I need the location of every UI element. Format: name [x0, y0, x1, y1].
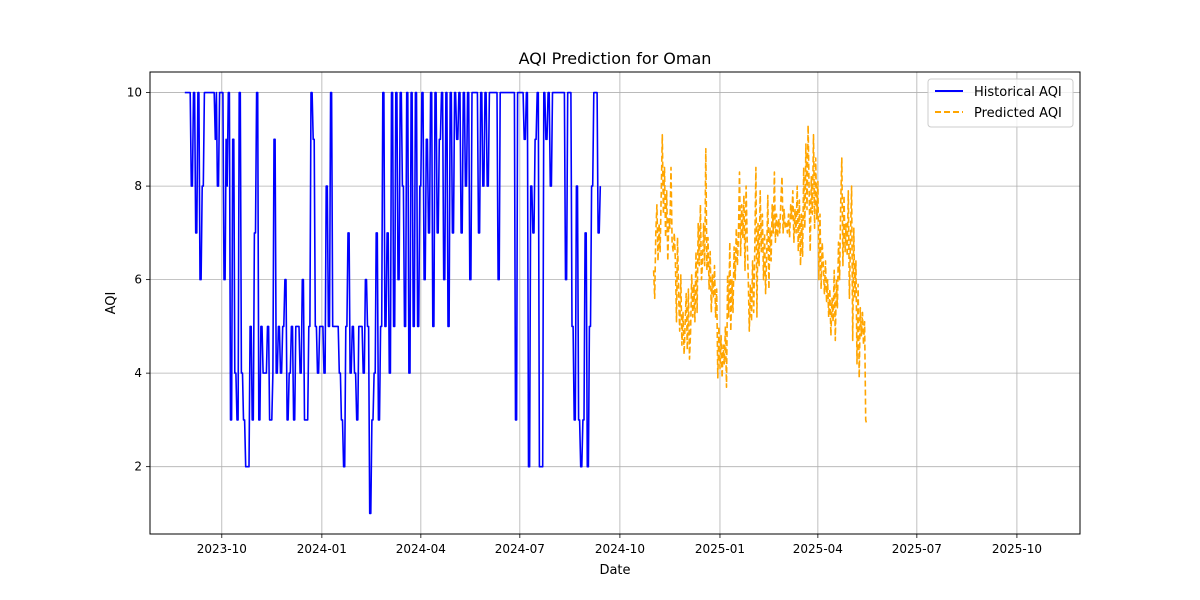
x-tick-label: 2025-01	[695, 542, 745, 556]
x-tick-label: 2023-10	[197, 542, 247, 556]
chart-title: AQI Prediction for Oman	[519, 49, 712, 68]
x-tick-label: 2024-04	[396, 542, 446, 556]
plot-area	[150, 72, 1080, 534]
x-tick-label: 2025-07	[892, 542, 942, 556]
x-axis-title: Date	[599, 563, 630, 578]
x-axis: 2023-10 2024-01 2024-04 2024-07 2024-10 2025-…	[197, 534, 1042, 556]
y-tick-label: 4	[134, 366, 142, 380]
y-tick-label: 6	[134, 273, 142, 287]
y-tick-label: 10	[127, 86, 142, 100]
plot-frame	[149, 71, 1081, 535]
y-tick-label: 2	[134, 460, 142, 474]
legend-label-predicted: Predicted AQI	[974, 106, 1062, 121]
x-tick-label: 2024-07	[495, 542, 545, 556]
x-tick-label: 2024-01	[297, 542, 347, 556]
legend: Historical AQI Predicted AQI	[927, 78, 1074, 128]
legend-label-historical: Historical AQI	[974, 85, 1062, 100]
y-axis: 2 4 6 8 10	[127, 86, 150, 474]
x-tick-label: 2025-04	[793, 542, 843, 556]
y-axis-title: AQI	[104, 292, 119, 315]
legend-box	[927, 78, 1074, 128]
x-tick-label: 2024-10	[595, 542, 645, 556]
series-line-historical	[184, 91, 602, 515]
y-tick-label: 8	[134, 179, 142, 193]
series-line-predicted	[652, 124, 868, 425]
series-layer	[184, 91, 868, 515]
x-tick-label: 2025-10	[992, 542, 1042, 556]
